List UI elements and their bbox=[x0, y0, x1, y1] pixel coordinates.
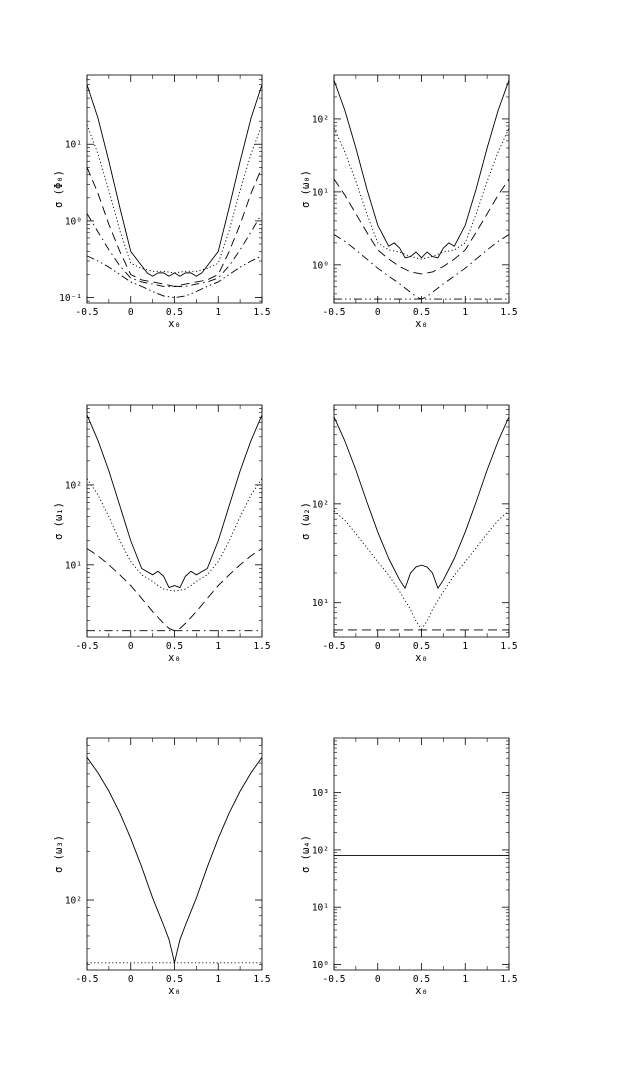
plot-frame bbox=[333, 74, 510, 304]
x-tick-label: 1 bbox=[462, 641, 468, 652]
y-axis-label: σ (ω₃) bbox=[53, 835, 65, 873]
y-axis-label: σ (ω₂) bbox=[300, 502, 312, 540]
series-line-dashdot bbox=[86, 213, 263, 287]
plot-frame bbox=[86, 737, 263, 971]
x-tick-label: 0 bbox=[128, 974, 134, 985]
x-tick-label: 0.5 bbox=[166, 307, 183, 318]
x-tick-label: 1 bbox=[462, 974, 468, 985]
x-tick-label: -0.5 bbox=[76, 974, 99, 985]
plot-frame bbox=[86, 74, 263, 304]
x-tick-label: 1 bbox=[215, 974, 221, 985]
chart-panel-3: 10¹ 10² -0.5 0 0.5 1 1.5 x₀ σ (ω₁) bbox=[53, 404, 271, 664]
series-line-dotted bbox=[86, 478, 263, 592]
y-tick-label: 10² bbox=[65, 896, 82, 907]
x-tick-label: 0.5 bbox=[413, 974, 430, 985]
chart-panel-6: 10⁰ 10¹ 10² 10³ -0.5 0 0.5 1 1.5 x₀ σ (ω₄) bbox=[300, 737, 518, 997]
x-axis-label: x₀ bbox=[415, 318, 428, 330]
series-line-dashed bbox=[86, 548, 263, 632]
series-line-solid bbox=[86, 84, 263, 277]
x-tick-label: -0.5 bbox=[323, 307, 346, 318]
series-line-solid bbox=[333, 416, 510, 589]
x-axis-label: x₀ bbox=[415, 652, 428, 664]
y-tick-label: 10⁰ bbox=[65, 216, 82, 227]
series-line-solid bbox=[86, 757, 263, 964]
series-line-dotted bbox=[333, 510, 510, 630]
x-tick-label: 1.5 bbox=[500, 307, 517, 318]
x-tick-label: 0 bbox=[128, 641, 134, 652]
x-tick-label: 0.5 bbox=[413, 641, 430, 652]
x-tick-label: -0.5 bbox=[323, 641, 346, 652]
y-tick-label: 10² bbox=[312, 114, 329, 125]
y-tick-label: 10³ bbox=[312, 788, 329, 799]
x-tick-label: 1.5 bbox=[253, 974, 270, 985]
x-tick-label: 1.5 bbox=[500, 974, 517, 985]
x-tick-label: -0.5 bbox=[323, 974, 346, 985]
x-tick-label: -0.5 bbox=[76, 641, 99, 652]
series-line-solid bbox=[86, 414, 263, 588]
y-axis-label: σ (Φ₀) bbox=[53, 170, 65, 208]
x-tick-label: 0.5 bbox=[166, 641, 183, 652]
series-line-dashed bbox=[333, 178, 510, 275]
series-line-dotted bbox=[86, 124, 263, 274]
x-tick-label: 1 bbox=[215, 307, 221, 318]
x-tick-label: 1.5 bbox=[253, 307, 270, 318]
series-line-dashdot bbox=[333, 234, 510, 300]
y-tick-label: 10¹ bbox=[312, 598, 329, 609]
x-tick-label: 0 bbox=[128, 307, 134, 318]
y-tick-label: 10⁻¹ bbox=[59, 293, 82, 304]
y-tick-label: 10⁰ bbox=[312, 260, 329, 271]
x-tick-label: 0 bbox=[375, 974, 381, 985]
plot-frame bbox=[333, 737, 510, 971]
chart-panel-1: 10⁻¹ 10⁰ 10¹ -0.5 0 0.5 1 1.5 x₀ σ (Φ₀) bbox=[53, 74, 271, 330]
x-axis-label: x₀ bbox=[168, 652, 181, 664]
x-axis-label: x₀ bbox=[168, 985, 181, 997]
y-axis-label: σ (ω₁) bbox=[53, 502, 65, 540]
y-tick-label: 10² bbox=[312, 499, 329, 510]
x-tick-label: -0.5 bbox=[76, 307, 99, 318]
x-tick-label: 1.5 bbox=[253, 641, 270, 652]
x-axis-label: x₀ bbox=[168, 318, 181, 330]
y-tick-label: 10¹ bbox=[65, 140, 82, 151]
y-tick-label: 10¹ bbox=[65, 560, 82, 571]
x-tick-label: 0.5 bbox=[166, 974, 183, 985]
x-tick-label: 1 bbox=[215, 641, 221, 652]
chart-panel-4: 10¹ 10² -0.5 0 0.5 1 1.5 x₀ σ (ω₂) bbox=[300, 404, 518, 664]
y-tick-label: 10¹ bbox=[312, 903, 329, 914]
y-tick-label: 10² bbox=[65, 480, 82, 491]
plot-frame bbox=[86, 404, 263, 638]
x-tick-label: 1 bbox=[462, 307, 468, 318]
x-tick-label: 0 bbox=[375, 307, 381, 318]
x-tick-label: 0 bbox=[375, 641, 381, 652]
x-tick-label: 1.5 bbox=[500, 641, 517, 652]
x-axis-label: x₀ bbox=[415, 985, 428, 997]
series-line-dashed bbox=[86, 167, 263, 287]
series-line-dotted bbox=[333, 127, 510, 260]
y-tick-label: 10¹ bbox=[312, 187, 329, 198]
plot-frame bbox=[333, 404, 510, 638]
y-tick-label: 10⁰ bbox=[312, 960, 329, 971]
y-axis-label: σ (ω₀) bbox=[300, 170, 312, 208]
y-axis-label: σ (ω₄) bbox=[300, 835, 312, 873]
x-tick-label: 0.5 bbox=[413, 307, 430, 318]
series-line-solid bbox=[333, 79, 510, 259]
y-tick-label: 10² bbox=[312, 845, 329, 856]
series-line-dashdotdot bbox=[86, 255, 263, 299]
chart-panel-5: 10² -0.5 0 0.5 1 1.5 x₀ σ (ω₃) bbox=[53, 737, 271, 997]
chart-panel-2: 10⁰ 10¹ 10² -0.5 0 0.5 1 1.5 x₀ σ (ω₀) bbox=[300, 74, 518, 330]
